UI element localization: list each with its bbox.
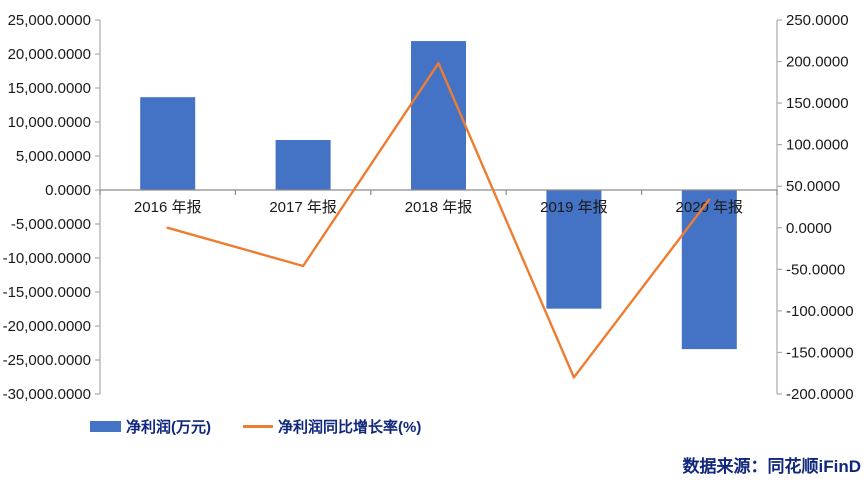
legend-item-net-profit: 净利润(万元) xyxy=(90,416,211,437)
right-axis-tick-label: 150.0000 xyxy=(786,95,849,112)
data-source-label: 数据来源：同花顺iFinD xyxy=(682,457,862,476)
legend: 净利润(万元) 净利润同比增长率(%) xyxy=(90,416,421,437)
category-label: 2020 年报 xyxy=(676,199,744,216)
bar-2019 年报 xyxy=(546,190,602,309)
category-label: 2016 年报 xyxy=(134,199,202,216)
growth-rate-line xyxy=(166,62,711,379)
bar-2016 年报 xyxy=(140,97,196,190)
legend-item-growth-rate: 净利润同比增长率(%) xyxy=(243,416,421,437)
right-axis-tick-label: -50.0000 xyxy=(786,261,845,278)
right-axis-tick-label: 100.0000 xyxy=(786,137,849,154)
left-axis-tick-label: 25,000.0000 xyxy=(8,12,91,29)
left-axis-tick-label: -10,000.0000 xyxy=(3,250,91,267)
left-axis-tick-label: 0.0000 xyxy=(45,182,91,199)
right-axis-tick-label: -150.0000 xyxy=(786,344,854,361)
left-axis-tick-label: 5,000.0000 xyxy=(16,148,91,165)
legend-label-net-profit: 净利润(万元) xyxy=(126,419,211,436)
right-axis-tick-label: 250.0000 xyxy=(786,12,849,29)
right-axis-tick-label: 200.0000 xyxy=(786,54,849,71)
left-axis-tick-label: 20,000.0000 xyxy=(8,46,91,63)
right-axis-tick-label: 0.0000 xyxy=(786,220,832,237)
bar-2017 年报 xyxy=(275,140,331,190)
left-axis-tick-label: -30,000.0000 xyxy=(3,386,91,403)
line-series-swatch xyxy=(243,425,273,428)
legend-label-growth-rate: 净利润同比增长率(%) xyxy=(278,419,422,436)
left-axis-tick-label: -25,000.0000 xyxy=(3,352,91,369)
left-axis-tick-label: -5,000.0000 xyxy=(11,216,91,233)
right-axis-tick-label: -200.0000 xyxy=(786,386,854,403)
left-axis-tick-label: 10,000.0000 xyxy=(8,114,91,131)
category-label: 2019 年报 xyxy=(540,199,608,216)
left-axis-tick-label: -20,000.0000 xyxy=(3,318,91,335)
bar-series-swatch xyxy=(90,421,121,432)
category-label: 2018 年报 xyxy=(405,199,473,216)
combo-chart-plot: 25,000.0000 20,000.0000 15,000.0000 10,000.… xyxy=(3,12,854,403)
right-axis-tick-label: 50.0000 xyxy=(786,178,840,195)
right-axis-tick-label: -100.0000 xyxy=(786,303,854,320)
bar-2020 年报 xyxy=(681,190,737,350)
left-axis-tick-label: -15,000.0000 xyxy=(3,284,91,301)
left-axis-tick-label: 15,000.0000 xyxy=(8,80,91,97)
category-label: 2017 年报 xyxy=(269,199,337,216)
